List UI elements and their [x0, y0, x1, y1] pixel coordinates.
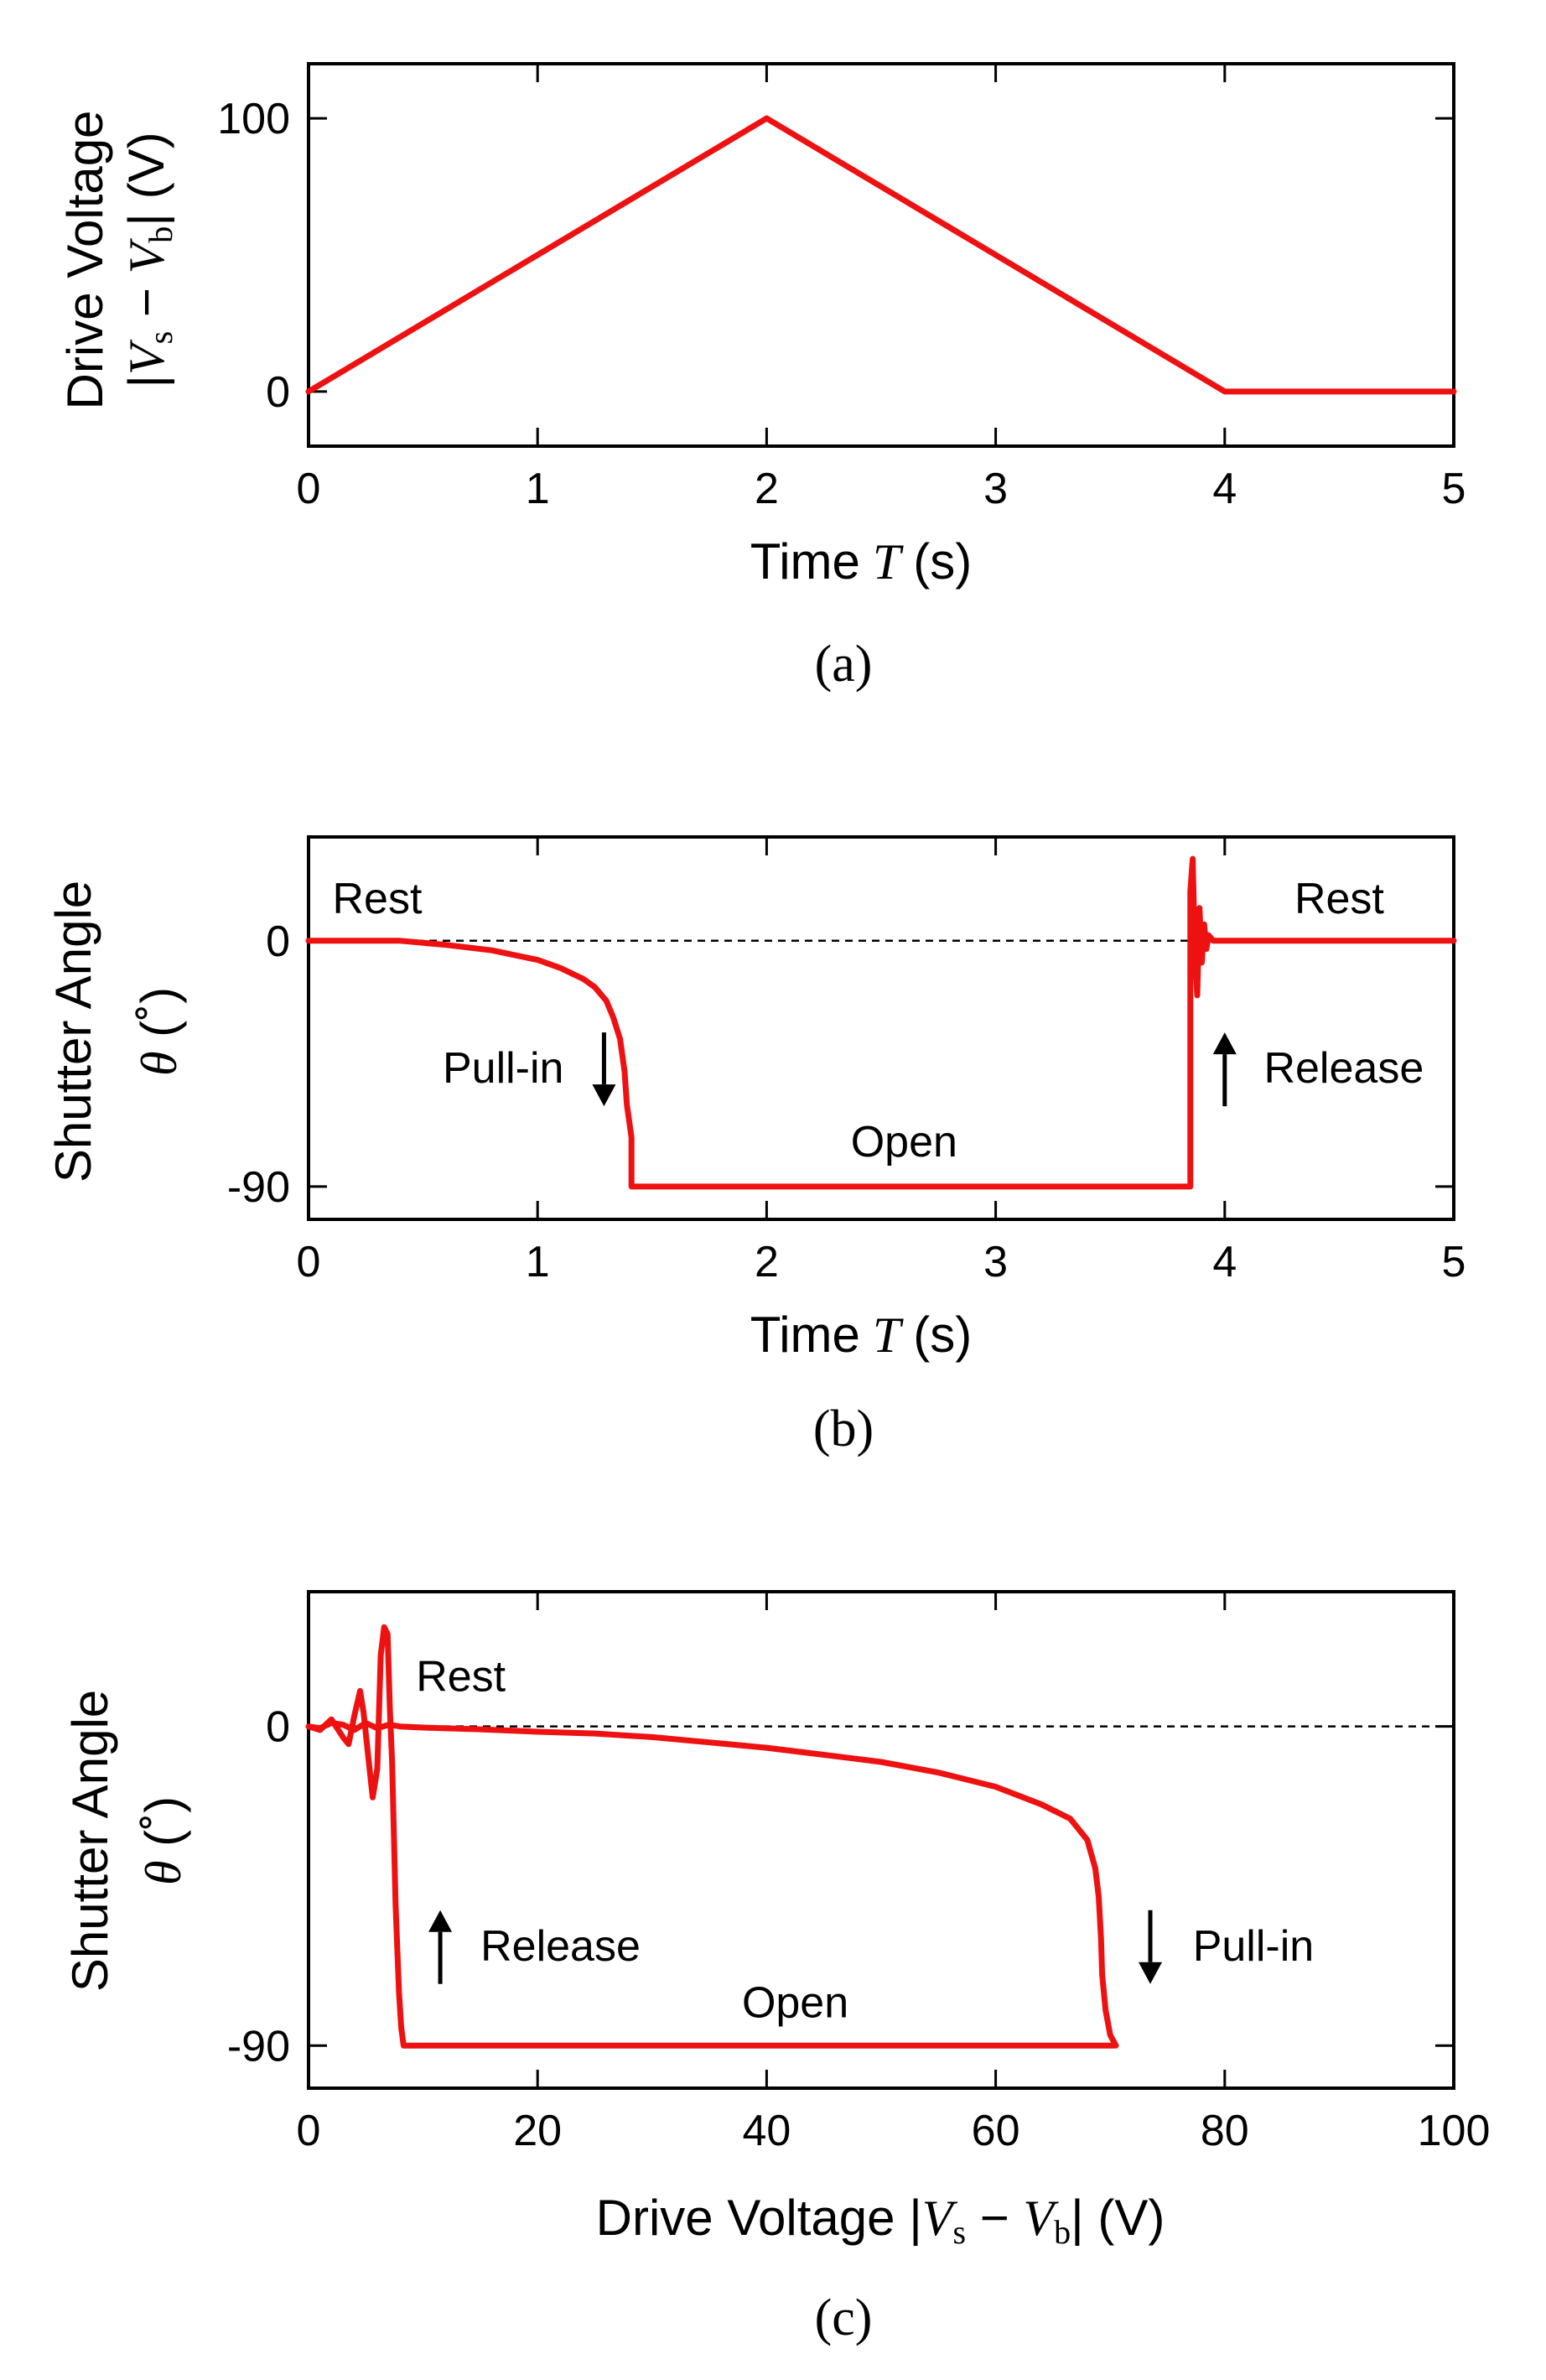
y-tick-label: 0: [266, 917, 290, 966]
plot-frame: [307, 62, 1455, 448]
panel-a-drive-voltage-vs-time: 0 1 2 3 4 5 0 100 Time T (s) Drive Voltage |Vs…: [57, 62, 1466, 693]
y-tick-labels: 0 -90: [227, 1703, 290, 2071]
annotation-label: Release: [1263, 1044, 1424, 1093]
down-arrow-icon: [1139, 1962, 1163, 1984]
x-tick-label: 20: [513, 2107, 562, 2155]
y-axis-label-line1: Shutter Angle: [45, 881, 101, 1182]
x-axis-ticks: [307, 837, 1455, 1219]
plot-frame: [307, 1590, 1455, 2090]
annotation-label: Open: [742, 1978, 848, 2027]
y-axis-label-line2: θ (˚): [135, 1796, 191, 1885]
y-tick-label: 0: [266, 1703, 290, 1752]
y-axis-ticks: [309, 1725, 1454, 2047]
y-tick-label: 0: [266, 368, 290, 417]
annotations: Rest Rest Pull-in Release Open: [332, 875, 1424, 1167]
x-tick-label: 0: [297, 2107, 321, 2155]
x-tick-label: 5: [1442, 465, 1466, 513]
y-tick-label: -90: [227, 1163, 290, 1212]
x-tick-labels: 0 20 40 60 80 100: [297, 2107, 1491, 2155]
x-tick-label: 40: [742, 2107, 791, 2155]
annotation-label: Rest: [416, 1652, 506, 1701]
x-tick-label: 2: [755, 1238, 779, 1286]
x-tick-label: 60: [972, 2107, 1020, 2155]
down-arrow-icon: [592, 1084, 616, 1107]
panel-caption: (a): [815, 636, 873, 693]
x-tick-label: 0: [297, 465, 321, 513]
y-axis-label-line1: Shutter Angle: [62, 1690, 118, 1992]
y-axis-label-line2: θ (˚): [131, 987, 187, 1076]
data-series: [305, 115, 1457, 395]
x-tick-label: 0: [297, 1238, 321, 1286]
data-series: [305, 855, 1457, 1190]
x-axis-label: Time T (s): [750, 533, 972, 590]
x-tick-label: 5: [1442, 1238, 1466, 1286]
x-tick-labels: 0 1 2 3 4 5: [297, 465, 1466, 513]
annotations: Rest Release Pull-in Open: [416, 1652, 1314, 2027]
x-axis-label: Drive Voltage |Vs − Vb| (V): [596, 2190, 1165, 2251]
x-axis-ticks: [307, 64, 1455, 446]
y-axis-label-line2: |Vs − Vb| (V): [118, 132, 179, 387]
annotation-label: Pull-in: [1193, 1922, 1315, 1971]
data-series: [305, 1624, 1119, 2049]
panel-caption: (c): [815, 2289, 873, 2346]
x-tick-labels: 0 1 2 3 4 5: [297, 1238, 1466, 1286]
x-tick-label: 1: [526, 1238, 550, 1286]
series-line: [305, 115, 1457, 395]
y-tick-labels: 0 100: [217, 95, 290, 417]
x-tick-label: 2: [755, 465, 779, 513]
x-tick-label: 4: [1212, 1238, 1237, 1286]
plot-frame: [307, 835, 1455, 1221]
x-axis-label: Time T (s): [750, 1307, 972, 1363]
annotation-label: Rest: [1294, 875, 1384, 923]
series-line: [305, 855, 1457, 1190]
y-axis-label-line1: Drive Voltage: [57, 111, 113, 410]
y-tick-labels: 0 -90: [227, 917, 290, 1212]
series-line: [305, 1624, 1119, 2049]
y-tick-label: -90: [227, 2022, 290, 2071]
annotation-label: Rest: [332, 875, 422, 923]
x-tick-label: 100: [1418, 2107, 1491, 2155]
up-arrow-icon: [428, 1910, 453, 1932]
annotation-label: Open: [851, 1118, 957, 1167]
x-tick-label: 3: [983, 1238, 1008, 1286]
x-tick-label: 1: [526, 465, 550, 513]
x-axis-ticks: [307, 1592, 1455, 2088]
up-arrow-icon: [1212, 1032, 1237, 1055]
x-tick-label: 4: [1212, 465, 1237, 513]
annotation-label: Pull-in: [443, 1044, 564, 1093]
y-tick-label: 100: [217, 95, 290, 143]
x-tick-label: 3: [983, 465, 1008, 513]
annotation-label: Release: [480, 1922, 641, 1971]
y-axis-ticks: [309, 117, 1454, 393]
x-tick-label: 80: [1201, 2107, 1249, 2155]
panel-caption: (b): [813, 1400, 874, 1458]
